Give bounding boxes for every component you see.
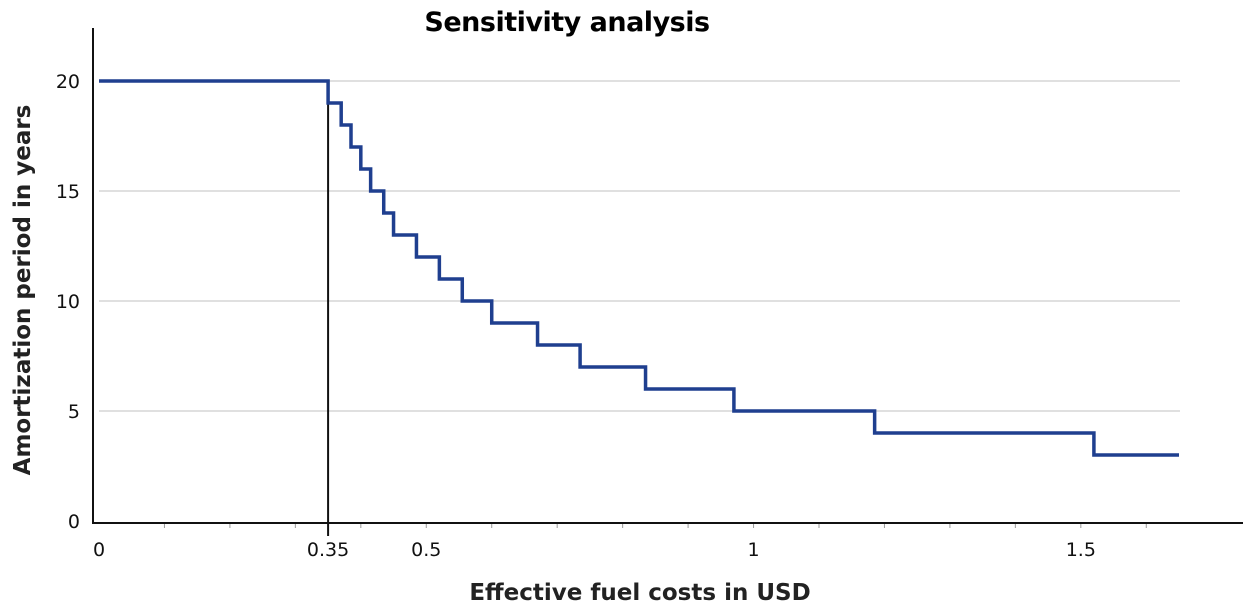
gridlines [99,80,1180,412]
y-axis-label: Amortization period in years [10,105,36,476]
x-tick-0: 0 [93,539,105,561]
x-tick-labels: 0 0.35 0.5 1 1.5 [93,539,1096,561]
y-tick-5: 5 [68,401,80,423]
y-tick-0: 0 [68,511,80,533]
series-line-0 [99,79,1179,457]
y-tick-15: 15 [56,181,80,203]
y-tick-labels: 0 5 10 15 20 [56,71,80,533]
x-tick-0.35: 0.35 [307,539,349,561]
series-layer [99,79,1179,457]
y-tick-20: 20 [56,71,80,93]
x-axis-label: Effective fuel costs in USD [469,580,810,606]
chart-title: Sensitivity analysis [424,7,709,38]
x-tick-1: 1 [747,539,759,561]
x-tick-1.5: 1.5 [1066,539,1096,561]
y-tick-10: 10 [56,291,80,313]
x-tick-0.5: 0.5 [411,539,441,561]
